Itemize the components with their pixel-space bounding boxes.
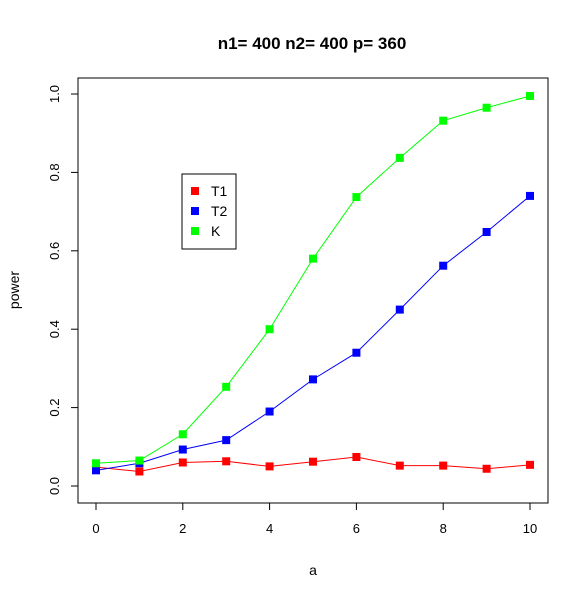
legend: T1 T2 K xyxy=(181,173,237,250)
data-point-k xyxy=(526,91,534,100)
data-point-t1 xyxy=(135,467,144,476)
legend-label-t2: T2 xyxy=(211,203,228,219)
x-tick-label: 6 xyxy=(353,521,360,536)
data-point-t2 xyxy=(395,305,404,314)
legend-box xyxy=(181,173,237,250)
y-tick-label: 0.2 xyxy=(47,399,62,417)
data-point-t1 xyxy=(439,461,448,470)
y-tick-label: 0.4 xyxy=(47,320,62,338)
x-axis-label: a xyxy=(309,562,317,578)
data-point-t1 xyxy=(265,462,274,471)
y-tick-label: 1.0 xyxy=(47,85,62,103)
series-t1 xyxy=(92,452,534,476)
data-point-t2 xyxy=(526,191,534,200)
data-point-t1 xyxy=(526,460,534,469)
plot-frame xyxy=(77,77,549,504)
x-tick-label: 10 xyxy=(523,521,537,536)
series-t2 xyxy=(92,191,534,475)
data-point-t1 xyxy=(309,457,317,466)
legend-marker-t1 xyxy=(191,187,199,195)
data-point-t2 xyxy=(265,407,274,416)
legend-label-t1: T1 xyxy=(211,183,228,199)
data-point-k xyxy=(395,153,404,162)
legend-marker-t2 xyxy=(191,207,199,215)
data-point-k xyxy=(92,459,100,468)
data-point-t2 xyxy=(352,348,361,357)
y-axis: 0.0 0.2 0.4 0.6 0.8 1.0 xyxy=(47,85,79,495)
data-point-t2 xyxy=(439,261,448,270)
series-line-t2 xyxy=(95,195,531,471)
data-point-t2 xyxy=(309,375,317,384)
data-point-t2 xyxy=(178,445,187,454)
data-point-t1 xyxy=(395,461,404,470)
data-point-t1 xyxy=(352,452,361,461)
data-point-t2 xyxy=(222,436,231,445)
series-layer xyxy=(92,91,534,476)
series-line-k xyxy=(95,95,531,464)
x-tick-label: 4 xyxy=(266,521,273,536)
data-point-t2 xyxy=(482,227,491,236)
data-point-k xyxy=(178,430,187,439)
data-point-k xyxy=(482,103,491,112)
y-axis-label: power xyxy=(6,271,22,309)
legend-label-k: K xyxy=(211,223,221,239)
x-tick-label: 8 xyxy=(440,521,447,536)
data-point-t1 xyxy=(482,464,491,473)
data-point-t1 xyxy=(222,457,231,466)
data-point-k xyxy=(352,193,361,202)
y-tick-label: 0.6 xyxy=(47,242,62,260)
y-tick-label: 0.0 xyxy=(47,477,62,495)
data-point-t2 xyxy=(92,466,100,475)
data-point-k xyxy=(135,456,144,465)
series-k xyxy=(92,91,534,468)
legend-marker-k xyxy=(191,227,199,235)
data-point-k xyxy=(309,254,317,263)
x-tick-label: 0 xyxy=(92,521,99,536)
data-point-k xyxy=(222,382,231,391)
x-tick-label: 2 xyxy=(179,521,186,536)
data-point-t1 xyxy=(178,458,187,467)
data-point-k xyxy=(265,325,274,334)
chart-title: n1= 400 n2= 400 p= 360 xyxy=(218,34,407,53)
x-axis: 0 2 4 6 8 10 xyxy=(92,502,537,536)
data-point-k xyxy=(439,116,448,125)
y-tick-label: 0.8 xyxy=(47,163,62,181)
